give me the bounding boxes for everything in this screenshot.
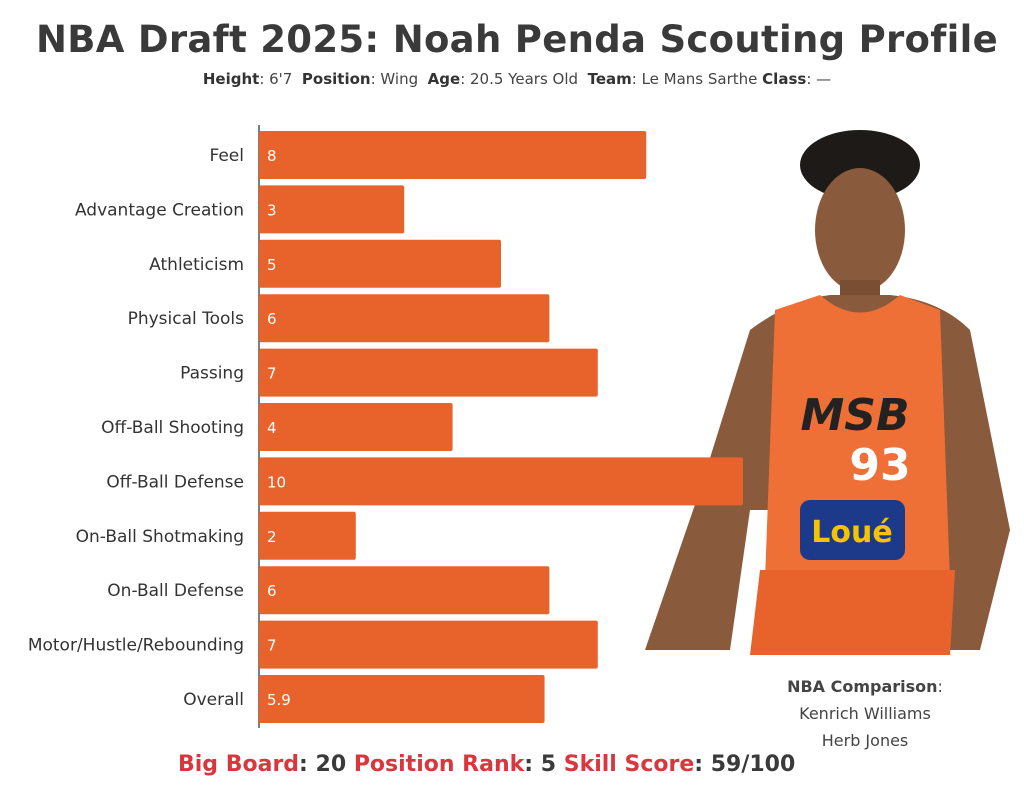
category-label: Off-Ball Shooting <box>101 418 244 438</box>
bar <box>259 511 356 560</box>
category-label: Passing <box>180 364 244 384</box>
bar <box>259 620 598 669</box>
position-label: Position <box>301 70 371 88</box>
bar <box>259 348 598 397</box>
jersey-number: 93 <box>849 440 910 491</box>
value-label: 10 <box>267 473 286 491</box>
footer-stats: Big Board: 20 Position Rank: 5 Skill Sco… <box>178 752 796 777</box>
bar <box>259 239 501 288</box>
value-label: 4 <box>267 419 277 437</box>
bar <box>259 457 743 506</box>
nba-comparison: NBA Comparison: Kenrich Williams Herb Jo… <box>770 673 960 754</box>
big-board-label: Big Board <box>178 752 300 777</box>
height-label: Height <box>202 70 260 88</box>
value-label: 8 <box>267 147 277 165</box>
value-label: 7 <box>267 637 277 655</box>
player-photo: MSB 93 Loué <box>645 130 1010 655</box>
value-label: 6 <box>267 310 277 328</box>
category-label: Feel <box>210 146 245 166</box>
bar <box>259 185 405 234</box>
comparison-label: NBA Comparison <box>787 677 938 696</box>
page-title: NBA Draft 2025: Noah Penda Scouting Prof… <box>35 18 999 61</box>
bar <box>259 675 545 723</box>
position-rank-value: 5 <box>540 752 557 777</box>
category-label: Physical Tools <box>128 309 245 329</box>
value-label: 7 <box>267 365 277 383</box>
jersey-team: MSB <box>800 390 909 441</box>
comparison-player-1: Kenrich Williams <box>799 704 931 723</box>
jersey-sponsor: Loué <box>811 515 892 550</box>
big-board-value: 20 <box>315 752 347 777</box>
skill-score-value: 59/100 <box>710 752 796 777</box>
bar <box>259 566 550 615</box>
category-label: Overall <box>183 690 244 710</box>
team-label: Team <box>587 70 632 88</box>
category-label: Advantage Creation <box>75 200 244 220</box>
bar-chart: Feel 8 Advantage Creation 3 Athleticism 5 Phys… <box>28 125 743 728</box>
category-label: On-Ball Defense <box>107 581 244 601</box>
skill-score-label: Skill Score <box>563 752 695 777</box>
position-rank-label: Position Rank <box>353 752 525 777</box>
value-label: 6 <box>267 582 277 600</box>
category-label: Athleticism <box>149 255 244 275</box>
category-label: Off-Ball Defense <box>106 472 244 492</box>
profile-info: Height: 6'7 Position: Wing Age: 20.5 Yea… <box>202 70 832 88</box>
value-label: 2 <box>267 528 277 546</box>
category-label: Motor/Hustle/Rebounding <box>28 636 244 656</box>
age-label: Age <box>427 70 461 88</box>
class-value: — <box>816 70 832 88</box>
category-label: On-Ball Shotmaking <box>76 527 244 547</box>
age-value: 20.5 Years Old <box>470 70 579 88</box>
height-value: 6'7 <box>269 70 293 88</box>
value-label: 5.9 <box>267 691 291 709</box>
bar <box>259 294 550 343</box>
bar <box>259 131 647 179</box>
value-label: 5 <box>267 256 277 274</box>
class-label: Class <box>762 70 807 88</box>
position-value: Wing <box>380 70 419 88</box>
team-value: Le Mans Sarthe <box>641 70 758 88</box>
comparison-player-2: Herb Jones <box>821 731 909 750</box>
value-label: 3 <box>267 201 277 219</box>
bar <box>259 403 453 451</box>
